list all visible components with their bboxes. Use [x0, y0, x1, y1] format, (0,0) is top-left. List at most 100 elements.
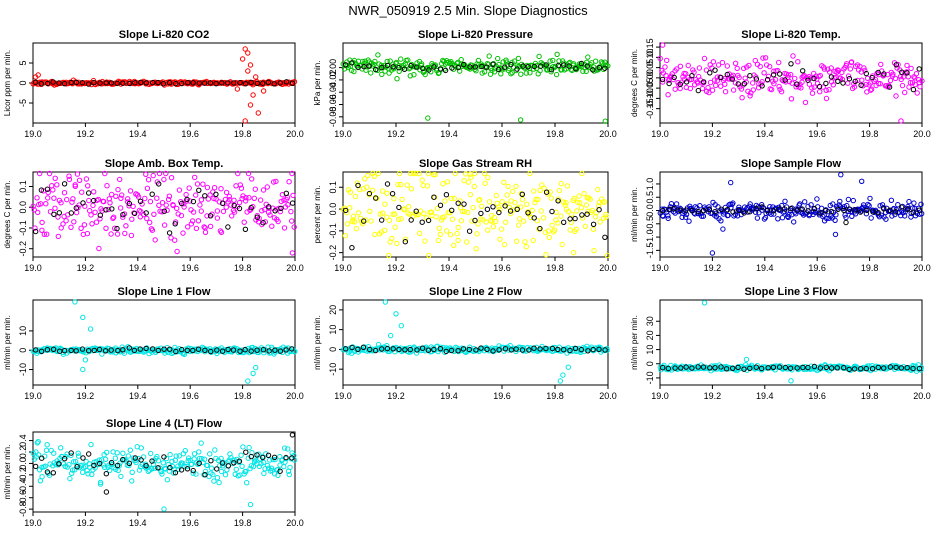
x-tick-label: 20.0	[286, 129, 304, 139]
data-point	[741, 366, 747, 372]
data-point	[449, 65, 455, 71]
data-point	[68, 224, 74, 231]
data-point	[543, 252, 549, 258]
data-point	[573, 66, 579, 72]
data-point	[602, 118, 608, 124]
data-point	[802, 99, 809, 106]
data-point	[448, 347, 455, 354]
data-point	[126, 80, 133, 87]
data-point	[582, 223, 588, 230]
data-point	[579, 212, 585, 218]
data-point	[281, 225, 288, 231]
data-point	[242, 198, 249, 204]
data-point	[398, 323, 404, 329]
data-point	[225, 346, 231, 353]
data-point	[148, 450, 154, 457]
x-tick-label: 19.4	[440, 263, 458, 273]
data-point	[825, 209, 831, 215]
data-point	[211, 185, 218, 191]
data-point	[248, 453, 255, 460]
data-point	[361, 218, 367, 224]
data-point	[290, 192, 296, 199]
data-point	[33, 347, 39, 353]
data-point	[465, 209, 471, 216]
data-point	[217, 228, 224, 234]
data-point	[832, 231, 839, 238]
data-point	[577, 200, 583, 206]
data-point	[431, 346, 437, 353]
data-point	[454, 230, 460, 237]
data-point	[108, 347, 114, 353]
x-tick-label: 19.4	[756, 391, 774, 401]
data-point	[382, 299, 389, 305]
data-point	[501, 241, 508, 248]
data-point	[159, 200, 166, 206]
data-point	[204, 462, 211, 469]
data-point	[779, 215, 786, 221]
data-point	[685, 62, 691, 69]
data-point	[584, 63, 590, 69]
data-point	[391, 196, 397, 202]
data-point	[602, 347, 608, 353]
data-point	[68, 452, 74, 459]
data-point	[550, 57, 556, 64]
data-point	[42, 463, 48, 469]
data-point	[598, 59, 605, 65]
panel-title: Slope Line 2 Flow	[429, 286, 522, 298]
panel-title: Slope Li-820 Pressure	[418, 29, 533, 41]
data-point	[852, 207, 859, 213]
data-point	[599, 196, 605, 202]
data-point	[398, 56, 404, 62]
data-point	[665, 213, 671, 219]
data-point	[386, 70, 392, 76]
data-point	[69, 470, 75, 476]
data-point	[86, 190, 92, 196]
data-point	[198, 197, 205, 203]
data-point	[355, 210, 362, 216]
data-point	[730, 87, 737, 93]
data-point	[35, 209, 41, 216]
data-point	[543, 345, 549, 352]
data-point	[84, 230, 91, 237]
data-point	[683, 364, 689, 370]
data-point	[877, 81, 883, 87]
data-point	[208, 465, 215, 471]
y-tick-label: 0	[18, 348, 28, 353]
data-point	[396, 68, 402, 75]
data-point	[52, 205, 58, 212]
data-point	[540, 215, 547, 221]
data-point	[455, 348, 461, 354]
data-point	[724, 71, 730, 78]
data-point	[683, 71, 689, 77]
data-point	[38, 187, 45, 193]
data-point	[74, 464, 80, 470]
data-point	[195, 218, 202, 224]
data-point	[537, 187, 543, 194]
data-point	[893, 62, 899, 68]
data-point	[384, 214, 390, 220]
data-point	[292, 348, 298, 355]
series-selected	[343, 181, 608, 251]
data-point	[578, 60, 585, 67]
data-point	[420, 182, 426, 189]
data-point	[407, 73, 413, 79]
data-point	[115, 467, 121, 474]
data-point	[96, 245, 102, 252]
data-point	[918, 201, 924, 208]
data-point	[289, 218, 295, 224]
data-point	[254, 80, 261, 87]
data-point	[207, 213, 214, 219]
data-point	[252, 186, 259, 192]
data-point	[184, 466, 191, 472]
y-tick-label: 0.0	[328, 203, 338, 216]
data-point	[208, 458, 214, 464]
data-point	[97, 80, 103, 86]
data-point	[720, 226, 726, 232]
data-point	[138, 457, 144, 463]
data-point	[516, 222, 522, 228]
series-all	[657, 42, 925, 124]
data-point	[443, 228, 450, 234]
series-selected	[660, 363, 923, 373]
data-point	[343, 346, 349, 352]
data-point	[204, 213, 210, 219]
